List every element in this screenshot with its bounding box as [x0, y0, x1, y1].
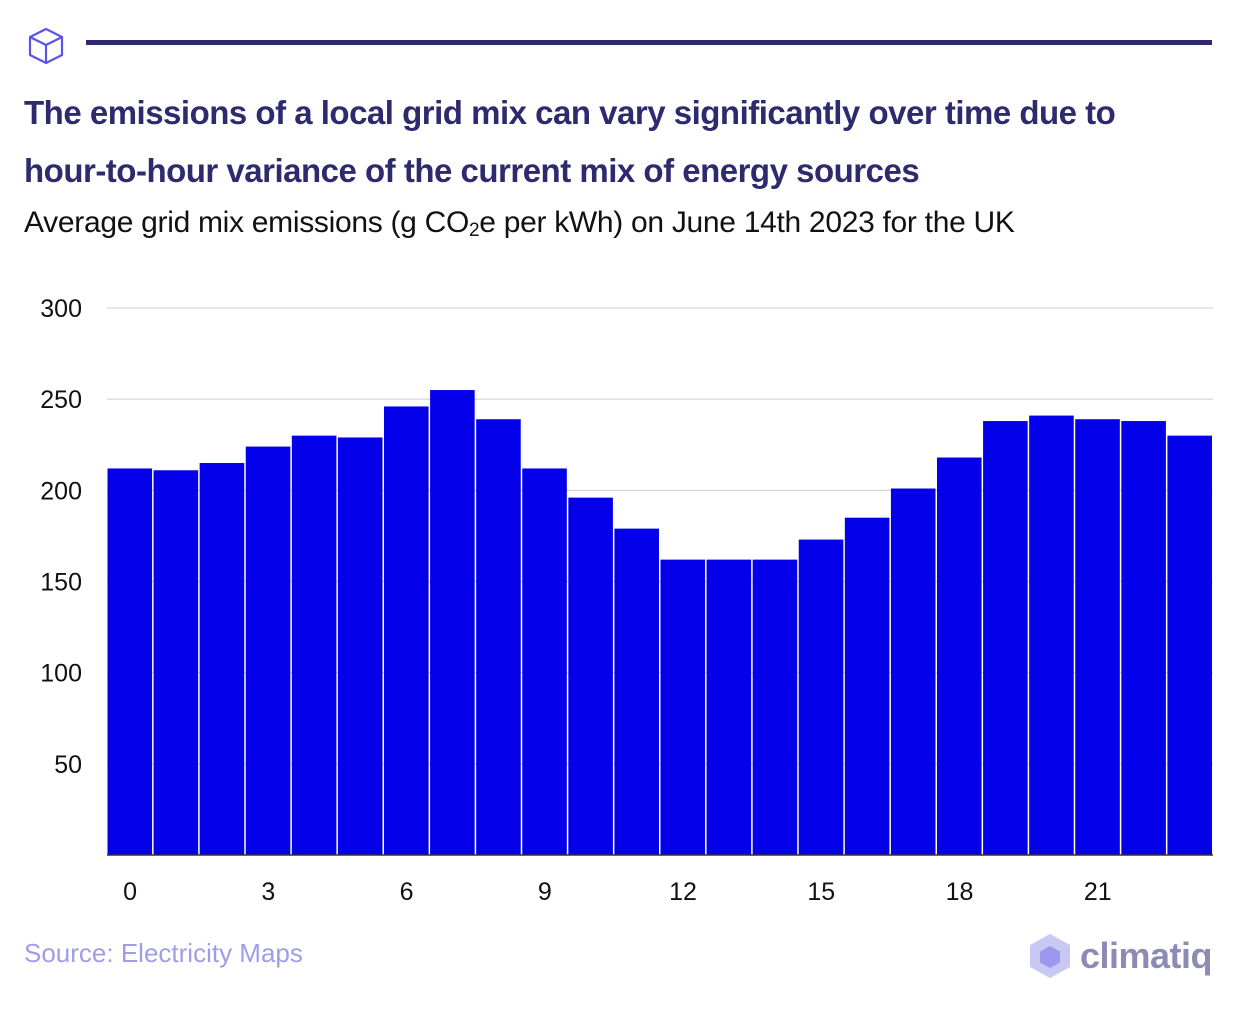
y-tick-label: 300: [40, 295, 82, 323]
bar: [614, 528, 659, 855]
bar: [199, 462, 245, 855]
x-tick-label: 18: [946, 878, 974, 906]
bar: [291, 435, 337, 855]
cube-icon: [28, 27, 64, 65]
bar: [752, 559, 798, 855]
bar-chart: 50 100 150 200 250 300 0 3 6 9 12 15 18 21: [40, 295, 1213, 906]
bar: [660, 559, 706, 855]
x-tick-label: 15: [807, 878, 835, 906]
bar: [153, 470, 199, 855]
y-tick-label: 50: [54, 751, 82, 779]
bar: [1029, 415, 1074, 855]
logo-text: climatiq: [1080, 935, 1213, 976]
header-rule: [86, 40, 1212, 45]
bar: [245, 446, 291, 855]
bar: [384, 406, 429, 855]
y-tick-label: 250: [40, 386, 82, 414]
x-tick-label: 3: [261, 878, 275, 906]
logo-cube-icon: [1030, 934, 1070, 978]
bar: [890, 488, 936, 855]
subtitle-text-end: e per kWh) on June 14th 2023 for the UK: [479, 206, 1015, 239]
bar: [844, 517, 890, 855]
bar: [1075, 419, 1120, 855]
x-tick-label: 9: [538, 878, 552, 906]
bar: [107, 468, 153, 855]
x-tick-label: 0: [123, 878, 137, 906]
climatiq-logo: climatiq: [1028, 932, 1213, 980]
chart-title: The emissions of a local grid mix can va…: [24, 94, 1116, 189]
bar: [937, 457, 982, 855]
bar: [568, 497, 613, 855]
subtitle-text: Average grid mix emissions (g CO: [24, 206, 469, 239]
source-note: Source: Electricity Maps: [24, 938, 303, 968]
bar: [337, 437, 383, 855]
bar: [522, 468, 567, 855]
bar: [706, 559, 752, 855]
x-tick-label: 6: [400, 878, 414, 906]
bar: [1121, 421, 1166, 855]
subtitle-subscript: 2: [469, 220, 480, 241]
bar: [1167, 435, 1212, 855]
bar: [476, 419, 521, 855]
bar: [983, 421, 1028, 855]
x-tick-label: 12: [669, 878, 697, 906]
bar: [430, 390, 475, 855]
x-tick-label: 21: [1084, 878, 1112, 906]
y-tick-label: 100: [40, 660, 82, 688]
y-tick-label: 150: [40, 569, 82, 597]
chart-subtitle: Average grid mix emissions (g CO2e per k…: [24, 206, 1015, 242]
y-tick-label: 200: [40, 477, 82, 505]
bar: [798, 539, 844, 855]
